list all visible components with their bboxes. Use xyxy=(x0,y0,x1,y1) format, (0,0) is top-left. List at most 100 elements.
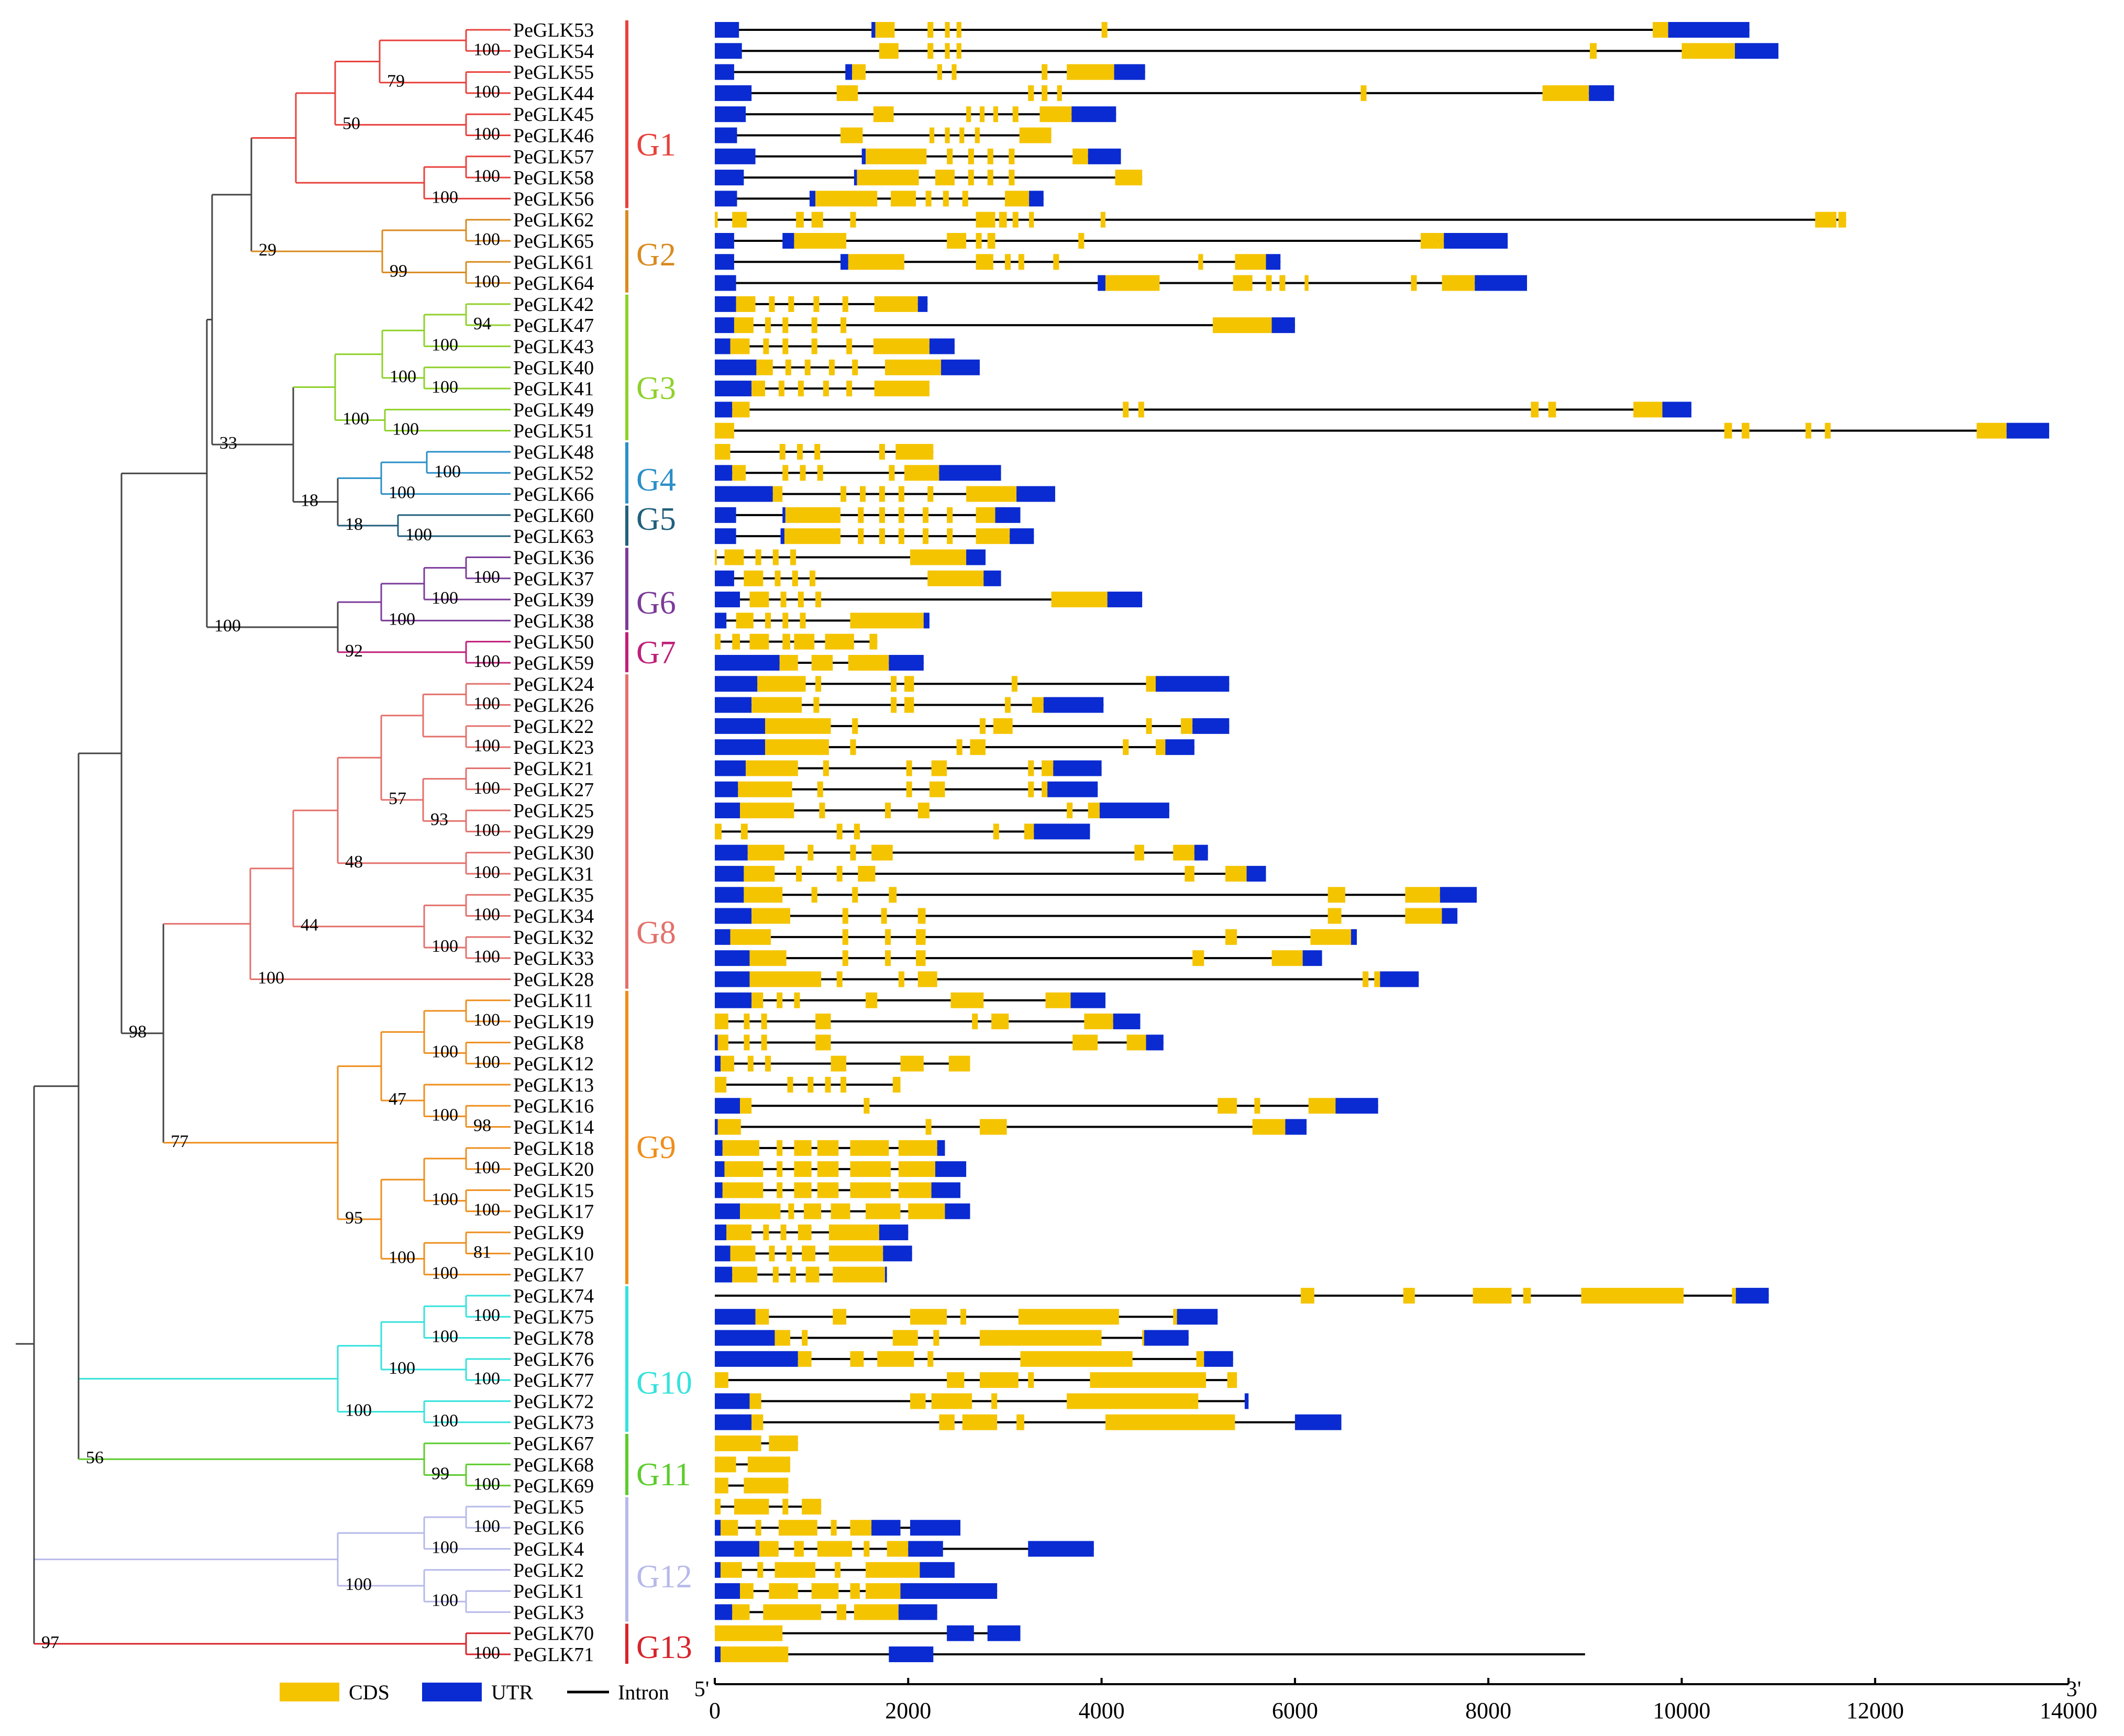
bootstrap-value: 100 xyxy=(389,1248,415,1267)
utr-region xyxy=(715,971,750,987)
bootstrap-value: 100 xyxy=(473,778,500,798)
cds-exon xyxy=(943,191,949,207)
group-label: G4 xyxy=(636,462,676,498)
gene-label: PeGLK50 xyxy=(513,631,594,653)
cds-exon xyxy=(993,106,999,123)
bootstrap-value: 94 xyxy=(473,314,491,333)
cds-exon xyxy=(884,950,891,966)
utr-region xyxy=(889,1646,934,1662)
gene-structure-row xyxy=(715,1583,998,1599)
cds-exon xyxy=(790,549,796,565)
gene-structure-row xyxy=(715,718,1230,734)
gene-structure-row xyxy=(715,887,1477,903)
cds-exon xyxy=(746,760,798,776)
cds-exon xyxy=(749,633,769,650)
cds-exon xyxy=(1682,43,1735,59)
cds-exon xyxy=(879,43,899,59)
cds-exon xyxy=(966,486,1017,502)
cds-exon xyxy=(864,1098,870,1114)
cds-exon xyxy=(798,1351,812,1367)
cds-exon xyxy=(852,64,866,80)
utr-region xyxy=(715,43,742,59)
cds-exon xyxy=(1020,1351,1133,1367)
cds-exon xyxy=(788,296,794,312)
cds-exon xyxy=(891,676,897,692)
cds-exon xyxy=(787,1076,793,1093)
utr-region xyxy=(715,275,736,291)
utr-region xyxy=(1440,887,1477,903)
utr-region xyxy=(715,528,736,544)
cds-exon xyxy=(970,739,986,755)
bootstrap-value: 48 xyxy=(345,852,363,872)
cds-exon xyxy=(874,296,918,312)
utr-region xyxy=(987,1625,1021,1641)
cds-exon xyxy=(850,1182,891,1198)
gene-structure-row xyxy=(715,844,1208,861)
cds-exon xyxy=(749,971,822,987)
utr-region xyxy=(929,338,955,354)
bootstrap-value: 97 xyxy=(41,1633,59,1652)
cds-exon xyxy=(840,317,847,333)
utr-region xyxy=(715,1119,718,1135)
cds-exon xyxy=(854,824,860,840)
cds-exon xyxy=(875,22,895,38)
gene-label: PeGLK53 xyxy=(513,19,594,41)
cds-exon xyxy=(1072,1034,1098,1051)
cds-exon xyxy=(792,570,798,586)
gene-label: PeGLK48 xyxy=(513,441,594,463)
gene-structure-row xyxy=(715,739,1194,755)
cds-exon xyxy=(828,1225,879,1241)
cds-exon xyxy=(715,549,717,565)
cds-exon xyxy=(850,1583,860,1599)
cds-exon xyxy=(1134,844,1144,861)
cds-exon xyxy=(976,254,993,270)
utr-region xyxy=(715,1161,725,1177)
gene-structure-row xyxy=(715,1372,1237,1388)
cds-exon xyxy=(952,64,957,80)
gene-label: PeGLK41 xyxy=(513,378,594,400)
cds-exon xyxy=(1225,929,1237,945)
cds-exon xyxy=(889,887,897,903)
cds-exon xyxy=(1192,950,1204,966)
cds-exon xyxy=(889,465,895,481)
utr-region xyxy=(1194,844,1208,861)
cds-exon xyxy=(825,633,854,650)
gene-structure-row xyxy=(715,64,1145,80)
cds-exon xyxy=(809,570,816,586)
cds-exon xyxy=(772,1266,779,1283)
utr-region xyxy=(715,402,733,418)
cds-exon xyxy=(757,1562,764,1578)
cds-exon xyxy=(804,359,811,375)
cds-exon xyxy=(730,929,771,945)
cds-exon xyxy=(898,1161,935,1177)
cds-exon xyxy=(898,1140,937,1156)
utr-region xyxy=(879,1225,909,1241)
axis-tick-label: 6000 xyxy=(1272,1698,1318,1723)
utr-region xyxy=(1380,971,1419,987)
cds-exon xyxy=(1173,844,1194,861)
bootstrap-value: 100 xyxy=(473,272,500,292)
gene-label: PeGLK26 xyxy=(513,695,594,717)
gene-label: PeGLK4 xyxy=(513,1539,584,1561)
utr-region xyxy=(840,254,848,270)
group-label: G1 xyxy=(636,127,676,163)
gene-label: PeGLK73 xyxy=(513,1412,594,1434)
bootstrap-value: 100 xyxy=(432,1411,458,1431)
cds-exon xyxy=(825,1076,831,1093)
utr-region xyxy=(861,148,866,164)
cds-exon xyxy=(800,613,806,629)
bootstrap-value: 77 xyxy=(171,1132,189,1151)
cds-exon xyxy=(891,697,897,713)
cds-exon xyxy=(917,803,930,819)
cds-exon xyxy=(1028,1372,1034,1388)
cds-exon xyxy=(873,106,894,123)
cds-exon xyxy=(1115,170,1143,186)
utr-region xyxy=(1204,1351,1233,1367)
gene-structure-row xyxy=(715,613,930,629)
gene-structure-row xyxy=(715,486,1055,502)
cds-exon xyxy=(1271,950,1303,966)
cds-exon xyxy=(747,844,784,861)
bootstrap-value: 100 xyxy=(473,1369,500,1388)
cds-exon xyxy=(906,760,912,776)
cds-exon xyxy=(1548,402,1556,418)
